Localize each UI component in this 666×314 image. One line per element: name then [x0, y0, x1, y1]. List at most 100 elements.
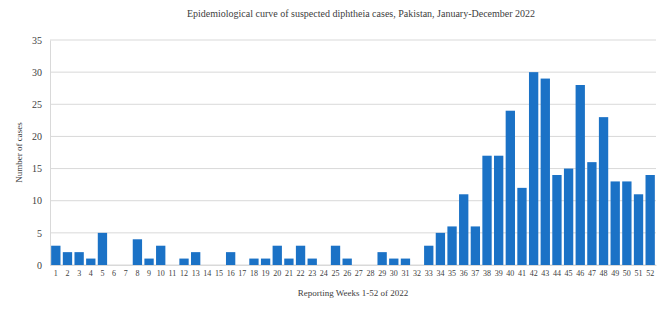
bar — [552, 175, 561, 265]
bar — [517, 188, 526, 265]
x-tick: 25 — [332, 265, 340, 278]
bar — [144, 259, 153, 265]
y-tick-label: 15 — [32, 163, 42, 174]
x-tick-label: 13 — [192, 269, 200, 278]
x-tick-label: 8 — [135, 269, 139, 278]
grid-line — [50, 72, 656, 73]
bar — [319, 265, 328, 266]
x-tick-label: 7 — [124, 269, 128, 278]
x-tick: 33 — [425, 265, 433, 278]
x-tick-label: 52 — [646, 269, 654, 278]
bar — [366, 265, 375, 266]
x-tick: 46 — [576, 265, 584, 278]
bar — [261, 259, 270, 265]
grid-line — [50, 136, 656, 137]
x-tick: 18 — [250, 265, 258, 278]
title: Epidemiological curve of suspected dipht… — [187, 8, 535, 19]
x-tick-label: 48 — [600, 269, 608, 278]
bar — [587, 162, 596, 265]
bar — [179, 259, 188, 265]
x-tick-label: 44 — [553, 269, 561, 278]
x-tick-label: 4 — [89, 269, 93, 278]
x-tick: 49 — [611, 265, 619, 278]
x-tick-label: 37 — [471, 269, 479, 278]
x-tick: 31 — [401, 265, 409, 278]
bar — [447, 226, 456, 265]
x-tick: 48 — [600, 265, 608, 278]
bar — [622, 181, 631, 265]
x-tick-label: 38 — [483, 269, 491, 278]
x-tick-label: 39 — [495, 269, 503, 278]
bar — [471, 226, 480, 265]
x-tick: 20 — [273, 265, 281, 278]
y-tick: 10 — [32, 195, 50, 206]
bar — [51, 246, 60, 265]
bar — [576, 85, 585, 265]
x-tick-label: 25 — [332, 269, 340, 278]
bar — [389, 259, 398, 265]
bar — [249, 259, 258, 265]
y-axis-title: Number of cases — [14, 122, 24, 183]
x-tick: 4 — [89, 265, 93, 278]
bar — [203, 265, 212, 266]
grid — [50, 40, 656, 265]
x-tick-label: 11 — [169, 269, 177, 278]
x-tick: 15 — [215, 265, 223, 278]
x-tick-label: 24 — [320, 269, 328, 278]
x-tick: 41 — [518, 265, 526, 278]
x-tick: 10 — [157, 265, 165, 278]
x-tick-label: 3 — [77, 269, 81, 278]
x-tick-label: 17 — [238, 269, 246, 278]
x-tick: 16 — [227, 265, 235, 278]
bar — [226, 252, 235, 265]
bar — [214, 265, 223, 266]
bar — [529, 72, 538, 265]
x-tick-label: 40 — [506, 269, 514, 278]
x-tick-label: 19 — [262, 269, 270, 278]
plot: 0510152025303512345678910111213141516171… — [32, 35, 657, 278]
x-tick-label: 28 — [366, 269, 374, 278]
x-tick-label: 29 — [378, 269, 386, 278]
x-tick: 34 — [436, 265, 444, 278]
x-tick-label: 12 — [180, 269, 188, 278]
x-tick: 45 — [565, 265, 573, 278]
x-tick: 24 — [320, 265, 328, 278]
bar — [238, 265, 247, 266]
x-axis-title: Reporting Weeks 1-52 of 2022 — [298, 288, 409, 298]
x-tick: 23 — [308, 265, 316, 278]
x-tick-label: 32 — [413, 269, 421, 278]
bar — [284, 259, 293, 265]
x-tick: 8 — [135, 265, 139, 278]
y-tick: 30 — [32, 67, 50, 78]
x-tick: 7 — [124, 265, 128, 278]
grid-line — [50, 104, 656, 105]
x-tick-label: 27 — [355, 269, 363, 278]
bar — [494, 156, 503, 265]
x-tick-label: 26 — [343, 269, 351, 278]
x-tick: 37 — [471, 265, 479, 278]
x-tick: 12 — [180, 265, 188, 278]
y-tick-label: 0 — [37, 260, 42, 271]
x-tick: 40 — [506, 265, 514, 278]
x-tick: 35 — [448, 265, 456, 278]
bar — [133, 239, 142, 265]
y-tick: 25 — [32, 99, 50, 110]
x-tick: 6 — [112, 265, 116, 278]
x-tick-label: 50 — [623, 269, 631, 278]
bar — [109, 265, 118, 266]
x-tick: 44 — [553, 265, 561, 278]
bars — [51, 72, 655, 265]
x-tick-label: 23 — [308, 269, 316, 278]
x-tick-label: 10 — [157, 269, 165, 278]
bar — [63, 252, 72, 265]
bar — [273, 246, 282, 265]
bar — [168, 265, 177, 266]
x-tick: 19 — [262, 265, 270, 278]
x-tick: 5 — [100, 265, 104, 278]
x-tick-label: 51 — [635, 269, 643, 278]
bar — [98, 233, 107, 265]
x-tick-label: 33 — [425, 269, 433, 278]
x-tick: 22 — [297, 265, 305, 278]
x-tick: 42 — [530, 265, 538, 278]
y-tick: 5 — [37, 228, 50, 239]
